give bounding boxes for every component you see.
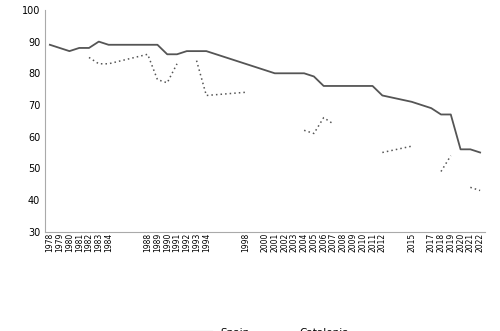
Legend: Spain, Catalonia: Spain, Catalonia xyxy=(176,323,354,331)
